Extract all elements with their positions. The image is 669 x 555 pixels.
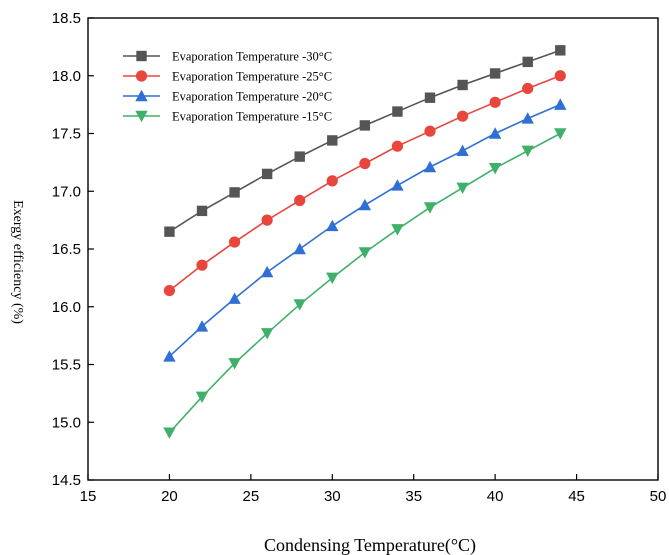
- data-point: [522, 56, 533, 68]
- data-point: [196, 259, 208, 271]
- data-point: [554, 98, 567, 110]
- data-point: [327, 135, 338, 146]
- data-point: [228, 358, 241, 370]
- legend-label: Evaporation Temperature -20°C: [172, 90, 332, 104]
- data-point: [456, 144, 469, 157]
- x-tick-label: 40: [487, 488, 504, 505]
- data-point: [326, 219, 339, 232]
- x-tick-label: 45: [568, 488, 585, 505]
- legend: Evaporation Temperature -30°C Evaporation…: [123, 50, 332, 124]
- x-tick-label: 25: [243, 488, 260, 505]
- x-tick-label: 20: [161, 488, 178, 505]
- series-1: [164, 45, 566, 237]
- series-line: [168, 132, 561, 434]
- data-point: [229, 187, 240, 198]
- data-point: [555, 45, 566, 56]
- y-tick-label: 16.5: [52, 241, 81, 258]
- data-point: [554, 128, 567, 140]
- y-tick-label: 17.5: [52, 126, 81, 143]
- data-point: [293, 242, 306, 255]
- data-point: [423, 202, 437, 214]
- data-point: [488, 127, 502, 139]
- data-point: [489, 96, 501, 108]
- data-point: [456, 182, 469, 194]
- data-point: [488, 162, 502, 175]
- y-tick-label: 15.0: [52, 414, 81, 431]
- y-tick-label: 15.5: [52, 357, 81, 374]
- legend-entry: Evaporation Temperature -25°C: [123, 70, 332, 84]
- legend-marker: [135, 70, 148, 82]
- x-axis-title: Condensing Temperature(°C): [264, 535, 476, 555]
- legend-entry: Evaporation Temperature -20°C: [123, 90, 332, 104]
- data-point: [358, 247, 372, 259]
- series-line: [168, 103, 561, 358]
- data-point: [163, 284, 176, 297]
- x-tick-label: 30: [324, 488, 341, 505]
- x-tick-label: 50: [650, 488, 667, 505]
- data-point: [522, 82, 534, 95]
- plot-frame: [87, 17, 659, 481]
- data-point: [195, 391, 209, 404]
- data-point: [326, 175, 338, 187]
- data-point: [391, 224, 404, 236]
- data-point: [392, 106, 403, 117]
- data-point: [261, 168, 273, 180]
- data-point: [521, 145, 534, 158]
- y-tick-label: 14.5: [52, 472, 81, 489]
- data-point: [164, 226, 175, 237]
- data-point: [359, 120, 371, 131]
- data-point: [457, 79, 468, 91]
- data-point: [260, 328, 274, 340]
- data-point: [391, 140, 404, 152]
- series-4: [163, 128, 567, 439]
- data-point: [489, 68, 501, 79]
- legend-marker: [135, 110, 148, 123]
- y-tick-label: 18.5: [52, 10, 81, 27]
- series-2: [163, 70, 566, 297]
- legend-label: Evaporation Temperature -30°C: [172, 50, 332, 64]
- data-point: [196, 205, 208, 217]
- data-point: [554, 70, 566, 82]
- y-tick-label: 17.0: [52, 183, 81, 200]
- data-point: [260, 265, 274, 278]
- data-point: [359, 157, 371, 170]
- data-point: [391, 179, 404, 191]
- data-point: [163, 350, 176, 362]
- data-point: [293, 299, 306, 311]
- series-3: [163, 98, 567, 362]
- legend-marker: [136, 50, 147, 62]
- data-point: [163, 427, 176, 439]
- y-axis-title: Exergy efficiency (%): [10, 200, 25, 324]
- y-tick-label: 18.0: [52, 68, 81, 85]
- data-point: [195, 320, 209, 332]
- x-tick-label: 35: [405, 488, 422, 505]
- x-axis: 15 20 25 30 35 40 45 50: [80, 474, 667, 505]
- legend-entry: Evaporation Temperature -30°C: [123, 50, 332, 64]
- x-tick-label: 15: [80, 488, 97, 505]
- data-point: [326, 272, 339, 285]
- data-point: [423, 160, 437, 173]
- legend-label: Evaporation Temperature -25°C: [172, 70, 332, 84]
- legend-entry: Evaporation Temperature -15°C: [123, 110, 332, 124]
- y-axis: 14.5 15.0 15.5 16.0 16.5 17.0 17.5 18.0 18.5: [52, 10, 94, 489]
- data-point: [261, 214, 273, 226]
- data-point: [228, 236, 241, 248]
- data-point: [456, 110, 469, 122]
- legend-marker: [135, 89, 148, 102]
- data-point: [424, 92, 436, 103]
- legend-label: Evaporation Temperature -15°C: [172, 110, 332, 124]
- data-point: [521, 112, 534, 124]
- data-point: [424, 125, 436, 137]
- series-layer: [163, 45, 567, 439]
- data-point: [294, 151, 305, 162]
- data-point: [358, 198, 372, 211]
- y-tick-label: 16.0: [52, 299, 81, 316]
- data-point: [228, 292, 241, 304]
- data-point: [294, 194, 306, 207]
